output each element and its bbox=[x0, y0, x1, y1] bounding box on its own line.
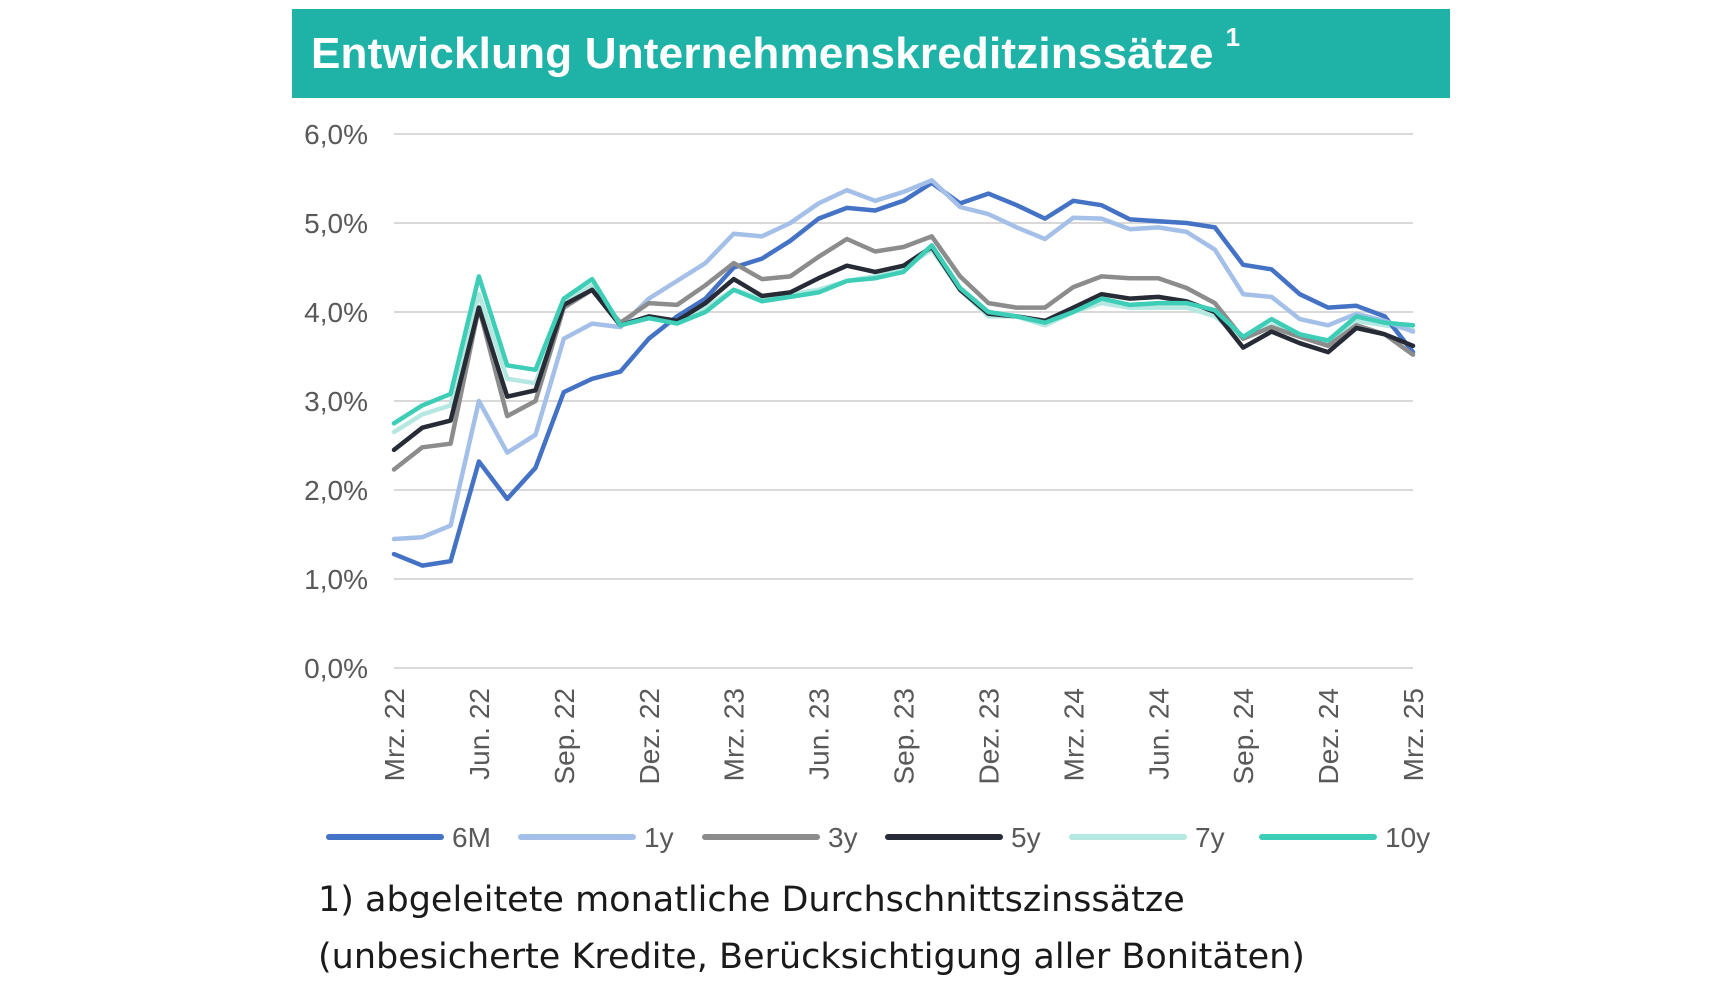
x-tick-label: Mrz. 22 bbox=[379, 688, 410, 781]
series-line-5y bbox=[391, 244, 1416, 453]
legend-label-7y: 7y bbox=[1195, 822, 1225, 853]
x-tick-label: Dez. 23 bbox=[973, 688, 1004, 785]
x-tick-label: Sep. 23 bbox=[889, 688, 920, 785]
x-tick-label: Sep. 22 bbox=[549, 688, 580, 785]
y-tick-label: 1,0% bbox=[304, 564, 368, 595]
series-line-1y bbox=[391, 178, 1416, 542]
y-tick-label: 4,0% bbox=[304, 297, 368, 328]
x-tick-label: Mrz. 24 bbox=[1058, 688, 1089, 781]
x-tick-label: Mrz. 25 bbox=[1398, 688, 1429, 781]
x-tick-label: Dez. 22 bbox=[634, 688, 665, 785]
chart-title: Entwicklung Unternehmenskreditzinssätze bbox=[311, 28, 1214, 78]
y-tick-label: 5,0% bbox=[304, 208, 368, 239]
y-tick-label: 0,0% bbox=[304, 653, 368, 684]
legend-label-3y: 3y bbox=[828, 822, 858, 853]
legend-label-10y: 10y bbox=[1385, 822, 1430, 853]
chart-title-footnote-mark: 1 bbox=[1225, 22, 1241, 52]
x-tick-label: Mrz. 23 bbox=[719, 688, 750, 781]
legend-label-5y: 5y bbox=[1011, 822, 1041, 853]
x-tick-label: Sep. 24 bbox=[1228, 688, 1259, 785]
legend-label-6M: 6M bbox=[452, 822, 491, 853]
series-line-10y bbox=[391, 243, 1416, 426]
x-tick-label: Jun. 22 bbox=[464, 688, 495, 780]
y-tick-label: 3,0% bbox=[304, 386, 368, 417]
legend-label-1y: 1y bbox=[644, 822, 674, 853]
footnote-line-2: (unbesicherte Kredite, Berücksichtigung … bbox=[318, 937, 1305, 977]
x-tick-label: Dez. 24 bbox=[1313, 688, 1344, 785]
x-axis-tick-labels: Mrz. 22 Jun. 22 Sep. 22 Dez. 22 Mrz. 23 Jun. … bbox=[379, 688, 1429, 785]
x-tick-label: Jun. 23 bbox=[804, 688, 835, 780]
x-tick-label: Jun. 24 bbox=[1143, 688, 1174, 780]
series-lines bbox=[391, 178, 1416, 568]
legend: 6M 1y 3y 5y 7y 10y bbox=[326, 822, 1430, 853]
gridlines bbox=[394, 133, 1413, 669]
y-axis-tick-labels: 0,0% 1,0% 2,0% 3,0% 4,0% 5,0% 6,0% bbox=[304, 119, 368, 684]
footnote-line-1: 1) abgeleitete monatliche Durchschnittsz… bbox=[318, 880, 1185, 920]
y-tick-label: 6,0% bbox=[304, 119, 368, 150]
series-line-6M bbox=[391, 180, 1416, 568]
chart-title-bar: Entwicklung Unternehmenskreditzinssätze 1 bbox=[292, 9, 1450, 98]
y-tick-label: 2,0% bbox=[304, 475, 368, 506]
